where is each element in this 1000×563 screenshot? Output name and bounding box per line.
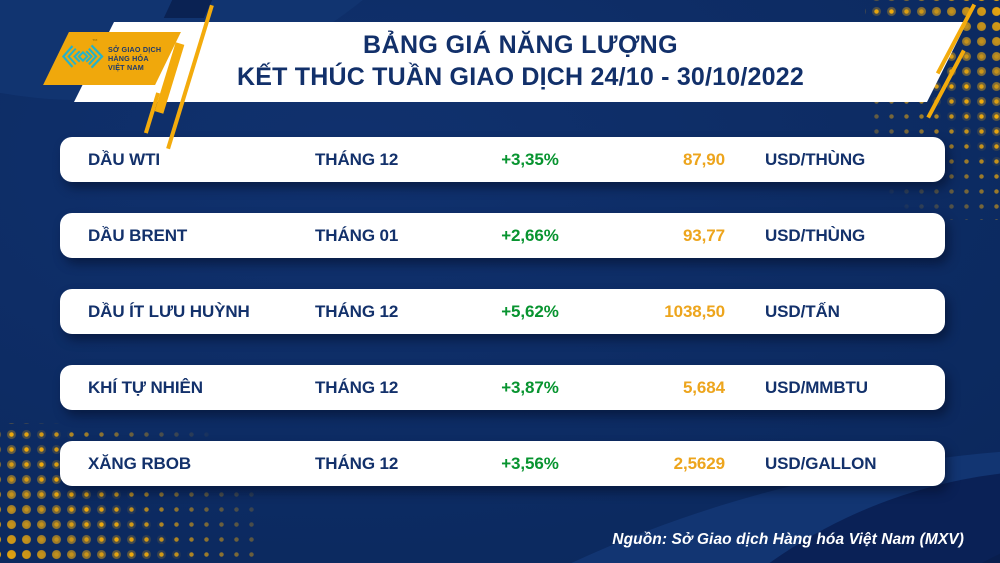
logo-org-line: SỞ GIAO DỊCH <box>108 45 162 54</box>
source-note: Nguồn: Sở Giao dịch Hàng hóa Việt Nam (M… <box>612 531 964 548</box>
price-unit: USD/TẤN <box>765 301 840 321</box>
commodity-name: KHÍ TỰ NHIÊN <box>88 377 203 397</box>
commodity-name: DẦU ÍT LƯU HUỲNH <box>88 301 250 321</box>
price-unit: USD/GALLON <box>765 453 877 473</box>
percent-change: +5,62% <box>501 301 559 321</box>
logo-org-name: SỞ GIAO DỊCH HÀNG HÓA VIỆT NAM <box>108 45 161 72</box>
dark-accent-strip <box>163 0 213 18</box>
price-row: KHÍ TỰ NHIÊN THÁNG 12 +3,87% 5,684 USD/M… <box>60 365 945 410</box>
contract-month: THÁNG 12 <box>315 453 399 473</box>
contract-month: THÁNG 01 <box>315 225 399 245</box>
price-row: DẦU BRENT THÁNG 01 +2,66% 93,77 USD/THÙN… <box>60 213 945 258</box>
price-value: 1038,50 <box>664 301 725 321</box>
price-table: DẦU WTI THÁNG 12 +3,35% 87,90 USD/THÙNG … <box>60 137 945 486</box>
price-row: XĂNG RBOB THÁNG 12 +3,56% 2,5629 USD/GAL… <box>60 441 945 486</box>
price-value: 93,77 <box>682 225 725 245</box>
price-row: DẦU ÍT LƯU HUỲNH THÁNG 12 +5,62% 1038,50… <box>60 289 945 334</box>
trademark-symbol: ™ <box>92 39 98 45</box>
logo-org-line: HÀNG HÓA <box>108 54 149 63</box>
page-subtitle: KẾT THÚC TUẦN GIAO DỊCH 24/10 - 30/10/20… <box>237 63 804 91</box>
price-unit: USD/THÙNG <box>765 225 866 245</box>
price-row: DẦU WTI THÁNG 12 +3,35% 87,90 USD/THÙNG <box>60 137 945 182</box>
commodity-name: XĂNG RBOB <box>88 453 191 473</box>
title-block: BẢNG GIÁ NĂNG LƯỢNG KẾT THÚC TUẦN GIAO D… <box>74 22 967 102</box>
contract-month: THÁNG 12 <box>315 377 399 397</box>
price-unit: USD/MMBTU <box>765 377 868 397</box>
contract-month: THÁNG 12 <box>315 149 399 169</box>
percent-change: +3,56% <box>501 453 559 473</box>
price-value: 5,684 <box>682 377 725 397</box>
contract-month: THÁNG 12 <box>315 301 399 321</box>
price-value: 2,5629 <box>673 453 726 473</box>
price-unit: USD/THÙNG <box>765 149 866 169</box>
mxv-logo: ™ SỞ GIAO DỊCH HÀNG HÓA VIỆT NAM <box>56 32 168 85</box>
commodity-name: DẦU BRENT <box>88 225 188 245</box>
price-value: 87,90 <box>682 149 725 169</box>
percent-change: +3,35% <box>501 149 559 169</box>
commodity-name: DẦU WTI <box>88 149 161 169</box>
logo-org-line: VIỆT NAM <box>108 63 144 72</box>
page-title: BẢNG GIÁ NĂNG LƯỢNG <box>363 31 678 59</box>
percent-change: +2,66% <box>501 225 559 245</box>
title-banner: BẢNG GIÁ NĂNG LƯỢNG KẾT THÚC TUẦN GIAO D… <box>74 22 967 102</box>
percent-change: +3,87% <box>501 377 559 397</box>
mxv-chevron-wave-icon <box>61 42 104 76</box>
